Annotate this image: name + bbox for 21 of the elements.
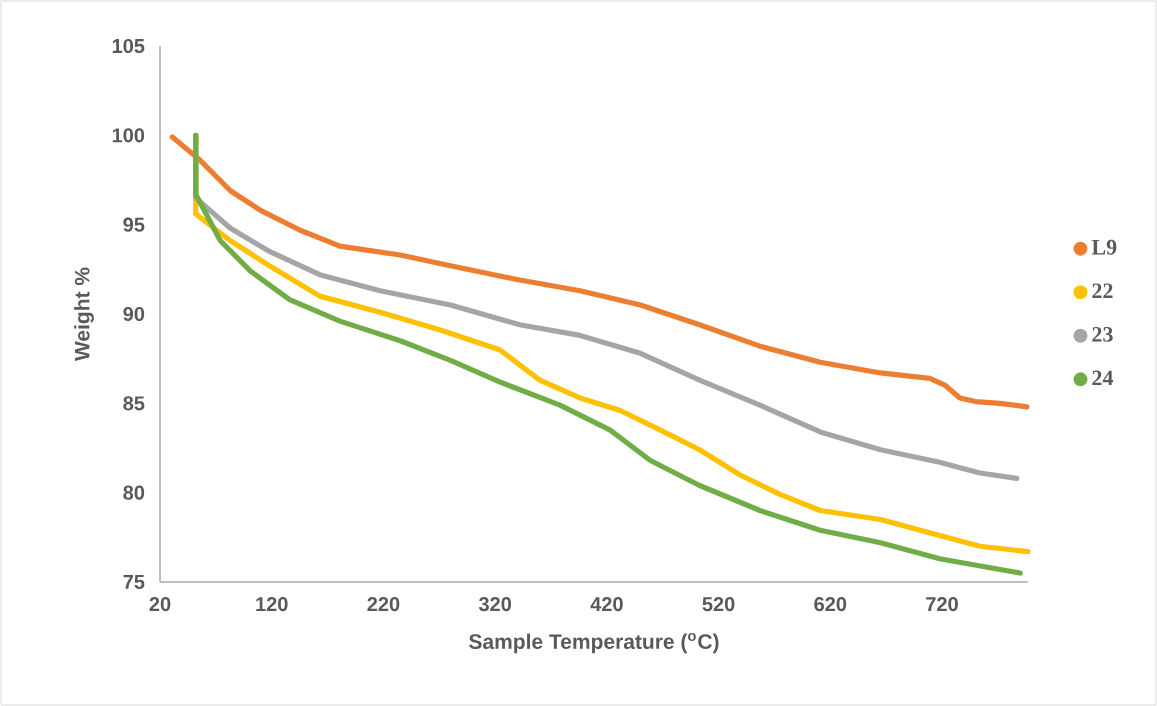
x-tick-label: 20	[149, 597, 171, 612]
x-tick-label: 120	[256, 597, 288, 612]
y-tick-label: 75	[123, 575, 145, 589]
x-tick-label: 720	[926, 597, 958, 612]
x-tick-label: 420	[590, 597, 623, 612]
legend-label: 24	[1092, 370, 1114, 386]
x-tick-label: 320	[478, 597, 512, 612]
legend-label: 23	[1092, 327, 1113, 342]
y-tick-label: 90	[123, 306, 145, 322]
y-axis-title: Weight %	[74, 267, 94, 362]
x-tick-label: 220	[367, 597, 400, 612]
x-tick-label: 620	[814, 597, 847, 612]
y-tick-label: 100	[112, 128, 145, 143]
legend-label: L9	[1091, 239, 1117, 255]
y-tick-label: 105	[112, 38, 145, 54]
y-tick-label: 80	[123, 485, 145, 500]
x-tick-label: 520	[702, 597, 735, 612]
y-tick-label: 85	[123, 396, 145, 411]
legend-label: 22	[1092, 283, 1113, 298]
y-tick-label: 95	[123, 217, 145, 232]
x-axis-title: Sample Temperature ($^{o}$C)	[469, 632, 719, 654]
